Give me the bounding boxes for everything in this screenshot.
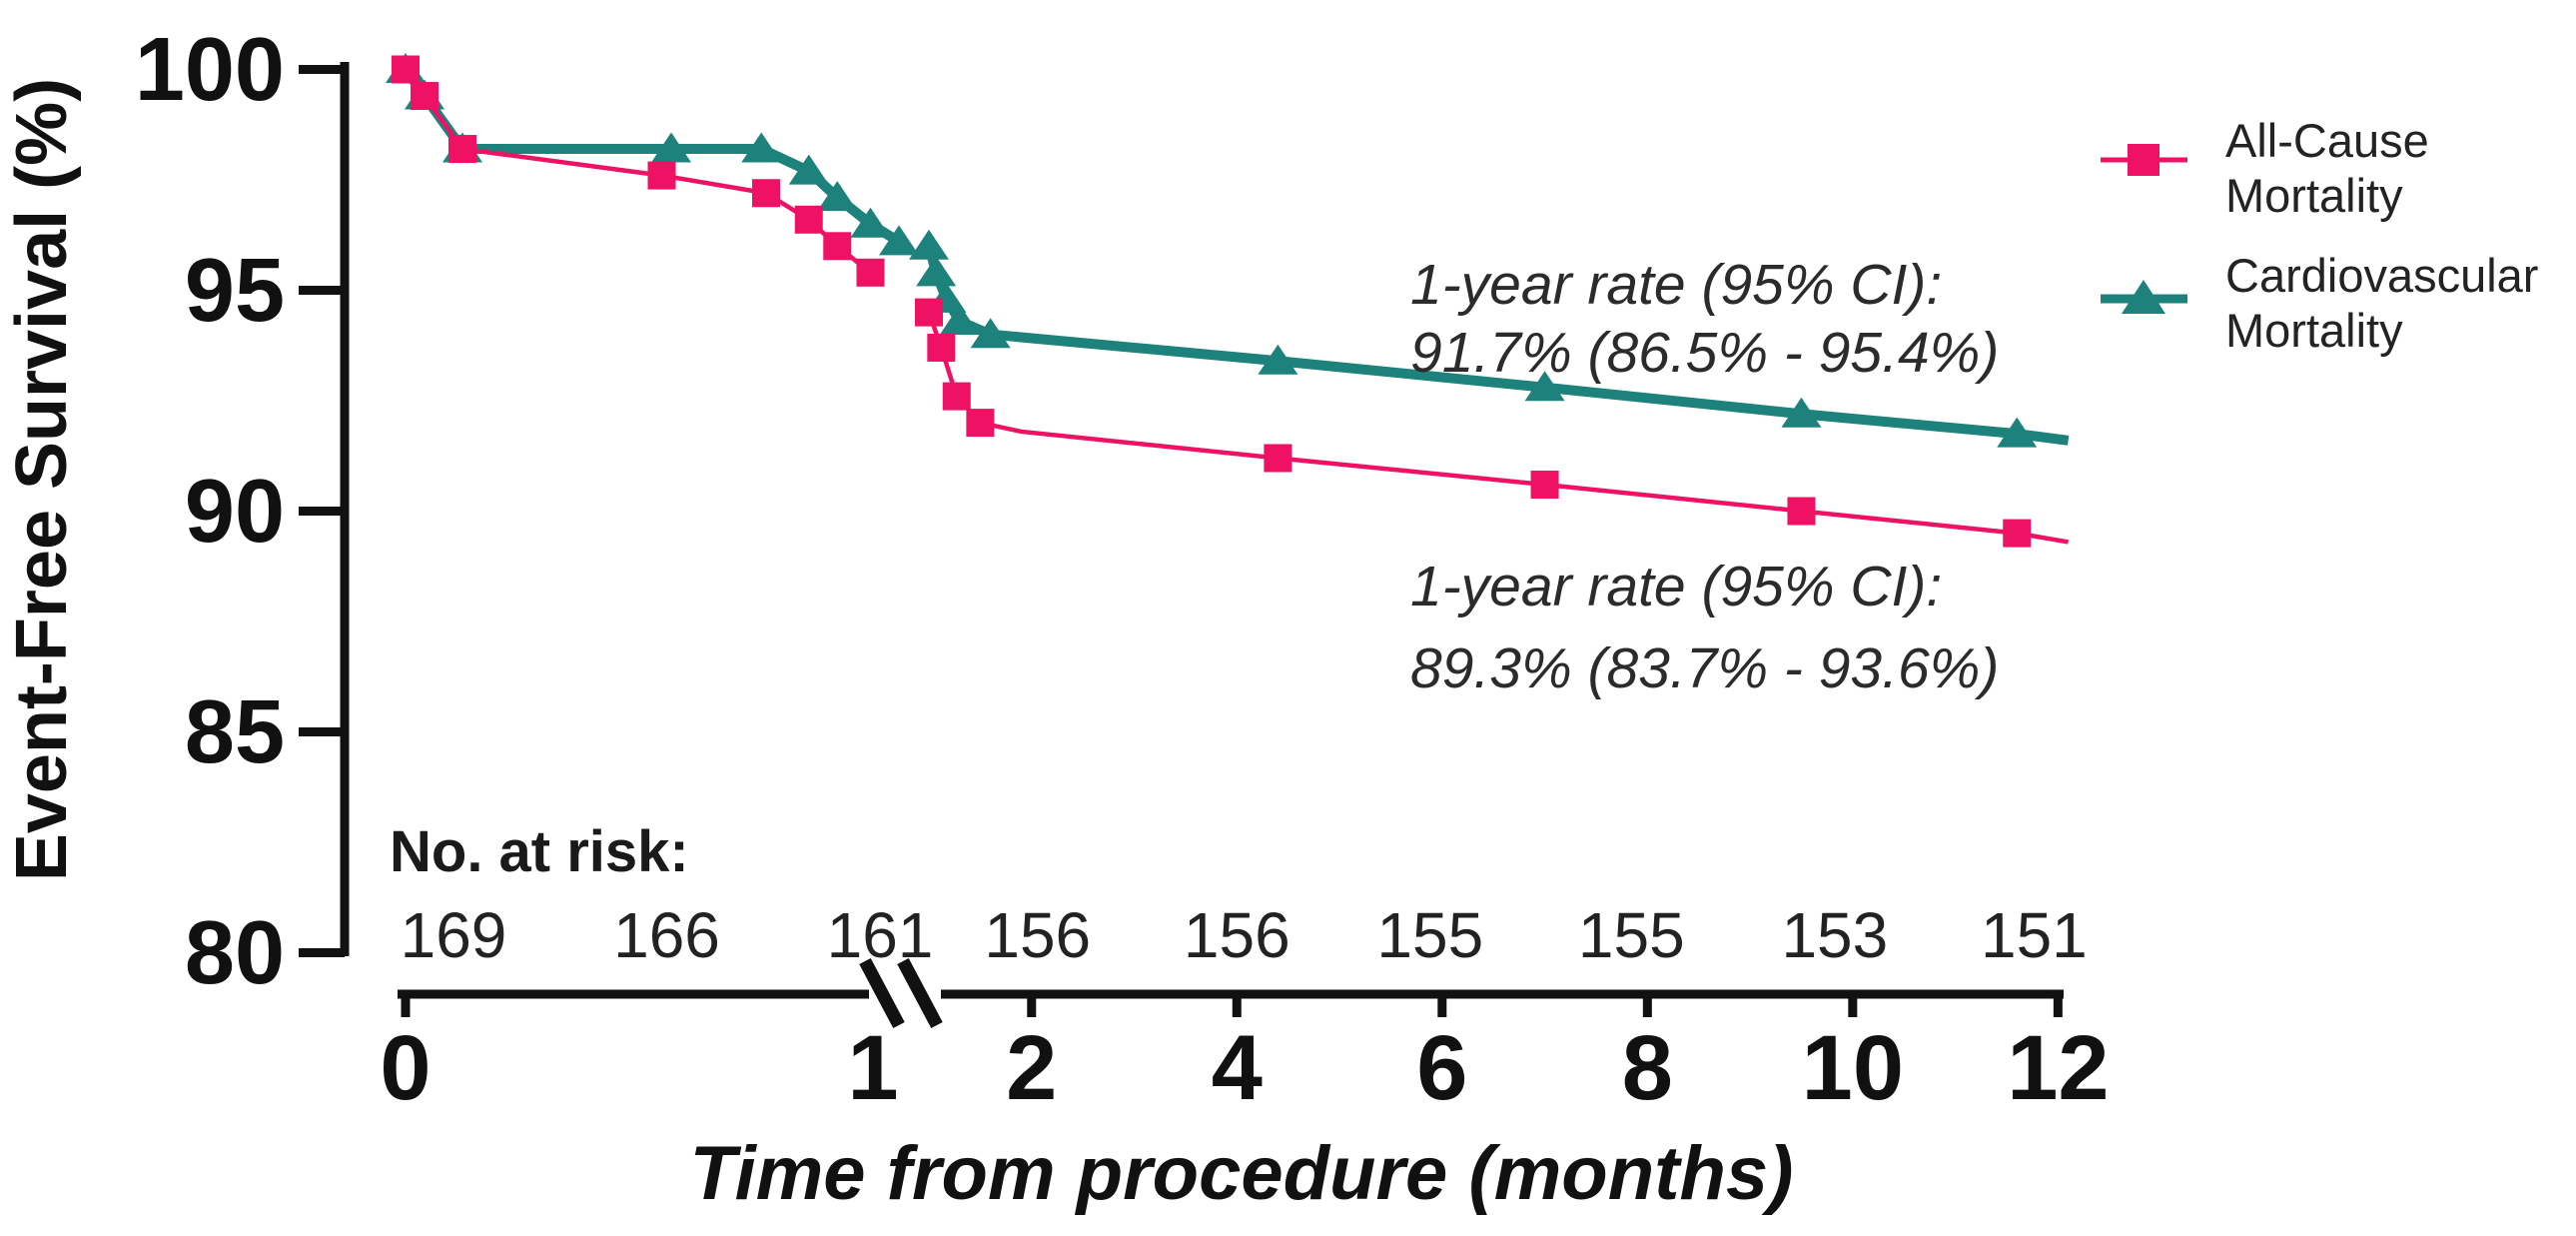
data-marker-square — [752, 179, 780, 208]
axis-break-slash — [897, 957, 943, 1029]
data-marker-square — [411, 82, 438, 111]
data-marker-triangle — [1524, 371, 1565, 402]
series-line-triangle — [401, 66, 902, 247]
x-axis-title: Time from procedure (months) — [690, 1131, 1794, 1216]
data-marker-square — [823, 232, 852, 261]
x-tick-label: 1 — [847, 1017, 898, 1119]
series-group — [386, 53, 2070, 548]
x-tick-label: 6 — [1416, 1017, 1467, 1119]
data-marker-square — [647, 161, 676, 190]
data-marker-triangle — [850, 207, 891, 238]
data-marker-triangle — [788, 154, 829, 185]
y-tick-label: 100 — [135, 20, 285, 120]
y-tick-label: 95 — [185, 241, 285, 341]
at-risk-count: 155 — [1376, 899, 1483, 971]
data-marker-square — [966, 409, 995, 438]
data-marker-square — [794, 205, 823, 234]
y-tick-label: 85 — [185, 682, 285, 782]
data-marker-square — [927, 333, 956, 362]
axis-break-slash — [859, 957, 905, 1029]
data-marker-square — [1264, 444, 1292, 473]
data-marker-triangle — [916, 256, 957, 287]
legend-entry-label: Mortality — [2225, 169, 2403, 222]
at-risk-count: 169 — [401, 899, 507, 971]
one-year-rate-annotation-line: 1-year rate (95% CI): — [1410, 253, 1942, 317]
x-tick-label: 8 — [1622, 1017, 1673, 1119]
data-marker-square — [2003, 519, 2032, 548]
data-marker-triangle — [909, 229, 949, 260]
legend-marker-square — [2128, 144, 2159, 176]
data-marker-triangle — [741, 132, 782, 163]
data-marker-square — [915, 298, 943, 327]
data-marker-triangle — [879, 225, 919, 256]
one-year-rate-annotation-line: 91.7% (86.5% - 95.4%) — [1410, 321, 1999, 385]
legend-marker-triangle — [2122, 280, 2165, 314]
legend-entry-label: Mortality — [2225, 304, 2403, 357]
x-tick-label: 0 — [380, 1017, 430, 1119]
data-marker-triangle — [1781, 397, 1822, 428]
at-risk-label: No. at risk: — [390, 819, 689, 884]
at-risk-count: 156 — [984, 899, 1091, 971]
one-year-rate-annotation-line: 1-year rate (95% CI): — [1410, 555, 1942, 618]
at-risk-count: 156 — [1184, 899, 1290, 971]
data-marker-triangle — [1258, 344, 1298, 375]
y-tick-label: 90 — [185, 462, 285, 562]
annotations-group: 1-year rate (95% CI):91.7% (86.5% - 95.4… — [1410, 253, 1999, 700]
legend-entry-label: All-Cause — [2225, 114, 2429, 167]
data-marker-square — [448, 135, 476, 164]
at-risk-count: 166 — [613, 899, 720, 971]
data-marker-square — [856, 258, 885, 287]
data-marker-triangle — [1997, 417, 2038, 448]
x-tick-label: 2 — [1006, 1017, 1057, 1119]
y-axis-title: Event-Free Survival (%) — [2, 78, 82, 881]
data-marker-triangle — [970, 318, 1011, 349]
y-tick-label: 80 — [185, 903, 285, 1003]
one-year-rate-annotation-line: 89.3% (83.7% - 93.6%) — [1410, 636, 1999, 700]
data-marker-triangle — [651, 132, 691, 163]
at-risk-count: 161 — [827, 899, 934, 971]
x-tick-label: 4 — [1212, 1017, 1263, 1119]
data-marker-triangle — [939, 304, 980, 335]
data-marker-square — [942, 382, 971, 411]
x-tick-label: 12 — [2007, 1017, 2109, 1119]
legend-group: All-CauseMortalityCardiovascularMortalit… — [2101, 114, 2538, 357]
series-line-square — [926, 311, 2070, 545]
data-marker-square — [392, 55, 420, 84]
data-marker-square — [1787, 497, 1816, 526]
at-risk-count: 153 — [1781, 899, 1888, 971]
data-marker-triangle — [817, 181, 858, 212]
legend-entry-label: Cardiovascular — [2225, 249, 2538, 302]
at-risk-count: 151 — [1981, 899, 2088, 971]
data-marker-square — [1530, 470, 1559, 499]
at-risk-count: 155 — [1578, 899, 1685, 971]
x-tick-label: 10 — [1802, 1017, 1904, 1119]
at-risk-group: No. at risk: 169 166 161 156 156 155 155 153 151 — [390, 819, 2088, 971]
